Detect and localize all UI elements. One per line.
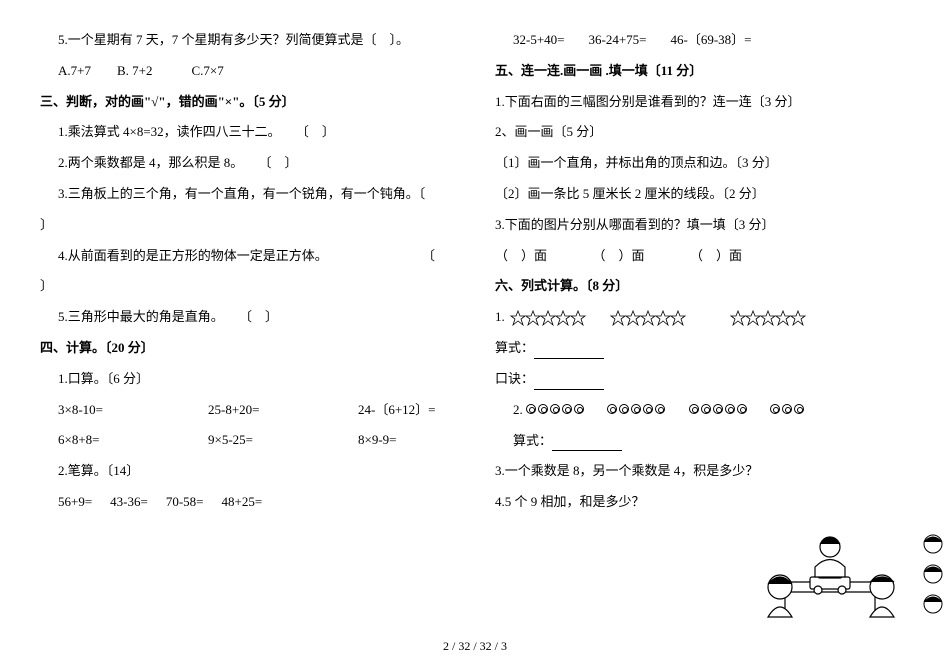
illustration-children-car (750, 522, 910, 632)
sec5-2: 2、画一画〔5 分〕 (495, 122, 920, 143)
formula-1-label: 算式： (495, 340, 534, 355)
calc-r3-3: 70-58= (166, 492, 204, 513)
calc-row-2: 6×8+8= 9×5-25= 8×9-9= (40, 430, 465, 451)
judge-4: 4.从前面看到的是正方形的物体一定是正方体。 〔 (40, 246, 465, 267)
sec6-1: 1. (495, 307, 920, 328)
page-footer: 2 / 32 / 32 / 3 (0, 639, 950, 654)
judge-1-text: 1.乘法算式 4×8=32，读作四八三十二。 (58, 124, 281, 139)
judge-1-bracket: 〔 〕 (296, 124, 335, 139)
formula-2-label: 算式： (513, 433, 552, 448)
formula-2: 算式： (495, 431, 920, 452)
sec6-2: 2. (495, 400, 920, 421)
circ-group-4 (770, 400, 806, 421)
right-column: 32-5+40= 36-24+75= 46-〔69-38〕= 五、连一连.画一画… (495, 30, 920, 523)
judge-3-line2: 〕 (40, 215, 465, 236)
judge-4-bracket-open: 〔 (422, 246, 435, 267)
calc-r3-1: 56+9= (58, 492, 92, 513)
calc-row-4: 32-5+40= 36-24+75= 46-〔69-38〕= (495, 30, 920, 51)
calc-r2-3: 8×9-9= (358, 430, 397, 451)
calc-1: 1.口算。〔6 分〕 (40, 369, 465, 390)
calc-r4-2: 36-24+75= (589, 30, 647, 51)
sec6-3: 3.一个乘数是 8，另一个乘数是 4，积是多少？ (495, 461, 920, 482)
side-face-icons (918, 532, 948, 622)
circ-group-1 (526, 400, 586, 421)
calc-r1-2: 25-8+20= (208, 400, 328, 421)
calc-r4-1: 32-5+40= (513, 30, 565, 51)
formula-2-blank (552, 438, 622, 451)
star-diagram (508, 308, 888, 328)
sec5-1: 1.下面右面的三幅图分别是谁看到的？连一连〔3 分〕 (495, 92, 920, 113)
section-4-heading: 四、计算。〔20 分〕 (40, 338, 465, 359)
section-3-heading: 三、判断，对的画"√"，错的画"×"。〔5 分〕 (40, 92, 465, 113)
koujue: 口诀： (495, 369, 920, 390)
question-5-options: A.7+7 B. 7+2 C.7×7 (40, 61, 465, 82)
judge-5: 5.三角形中最大的角是直角。 〔 〕 (40, 307, 465, 328)
judge-4-text: 4.从前面看到的是正方形的物体一定是正方体。 (58, 246, 328, 267)
calc-r2-2: 9×5-25= (208, 430, 328, 451)
judge-2-bracket: 〔 〕 (259, 155, 298, 170)
judge-4-close: 〕 (40, 276, 465, 297)
judge-3-line1: 3.三角板上的三个角，有一个直角，有一个锐角，有一个钝角。〔 (40, 184, 465, 205)
calc-r2-1: 6×8+8= (58, 430, 178, 451)
calc-2: 2.笔算。〔14〕 (40, 461, 465, 482)
section-5-heading: 五、连一连.画一画 .填一填〔11 分〕 (495, 61, 920, 82)
koujue-blank (534, 377, 604, 390)
sec6-2-label: 2. (513, 402, 523, 417)
calc-row-1: 3×8-10= 25-8+20= 24-〔6+12〕= (40, 400, 465, 421)
section-6-heading: 六、列式计算。〔8 分〕 (495, 276, 920, 297)
sec5-3: 3.下面的图片分别从哪面看到的？填一填〔3 分〕 (495, 215, 920, 236)
sec5-3-row: （ ）面 （ ）面 （ ）面 (495, 246, 920, 267)
calc-r4-3: 46-〔69-38〕= (671, 30, 752, 51)
calc-row-3: 56+9= 43-36= 70-58= 48+25= (40, 492, 465, 513)
formula-1: 算式： (495, 338, 920, 359)
calc-r1-1: 3×8-10= (58, 400, 178, 421)
judge-1: 1.乘法算式 4×8=32，读作四八三十二。 〔 〕 (40, 122, 465, 143)
formula-1-blank (534, 346, 604, 359)
sec5-2a: 〔1〕画一个直角，并标出角的顶点和边。〔3 分〕 (495, 153, 920, 174)
calc-r3-4: 48+25= (222, 492, 263, 513)
circ-group-2 (607, 400, 667, 421)
circ-group-3 (689, 400, 749, 421)
sec6-1-label: 1. (495, 309, 505, 324)
calc-r3-2: 43-36= (110, 492, 148, 513)
left-column: 5.一个星期有 7 天，7 个星期有多少天？列简便算式是〔 〕。 A.7+7 B… (40, 30, 465, 523)
calc-r1-3: 24-〔6+12〕= (358, 400, 436, 421)
question-5: 5.一个星期有 7 天，7 个星期有多少天？列简便算式是〔 〕。 (40, 30, 465, 51)
sec6-4: 4.5 个 9 相加，和是多少？ (495, 492, 920, 513)
koujue-label: 口诀： (495, 371, 534, 386)
judge-5-bracket: 〔 〕 (239, 309, 278, 324)
judge-5-text: 5.三角形中最大的角是直角。 (58, 309, 224, 324)
judge-2-text: 2.两个乘数都是 4，那么积是 8。 (58, 155, 243, 170)
sec5-2b: 〔2〕画一条比 5 厘米长 2 厘米的线段。〔2 分〕 (495, 184, 920, 205)
judge-2: 2.两个乘数都是 4，那么积是 8。 〔 〕 (40, 153, 465, 174)
